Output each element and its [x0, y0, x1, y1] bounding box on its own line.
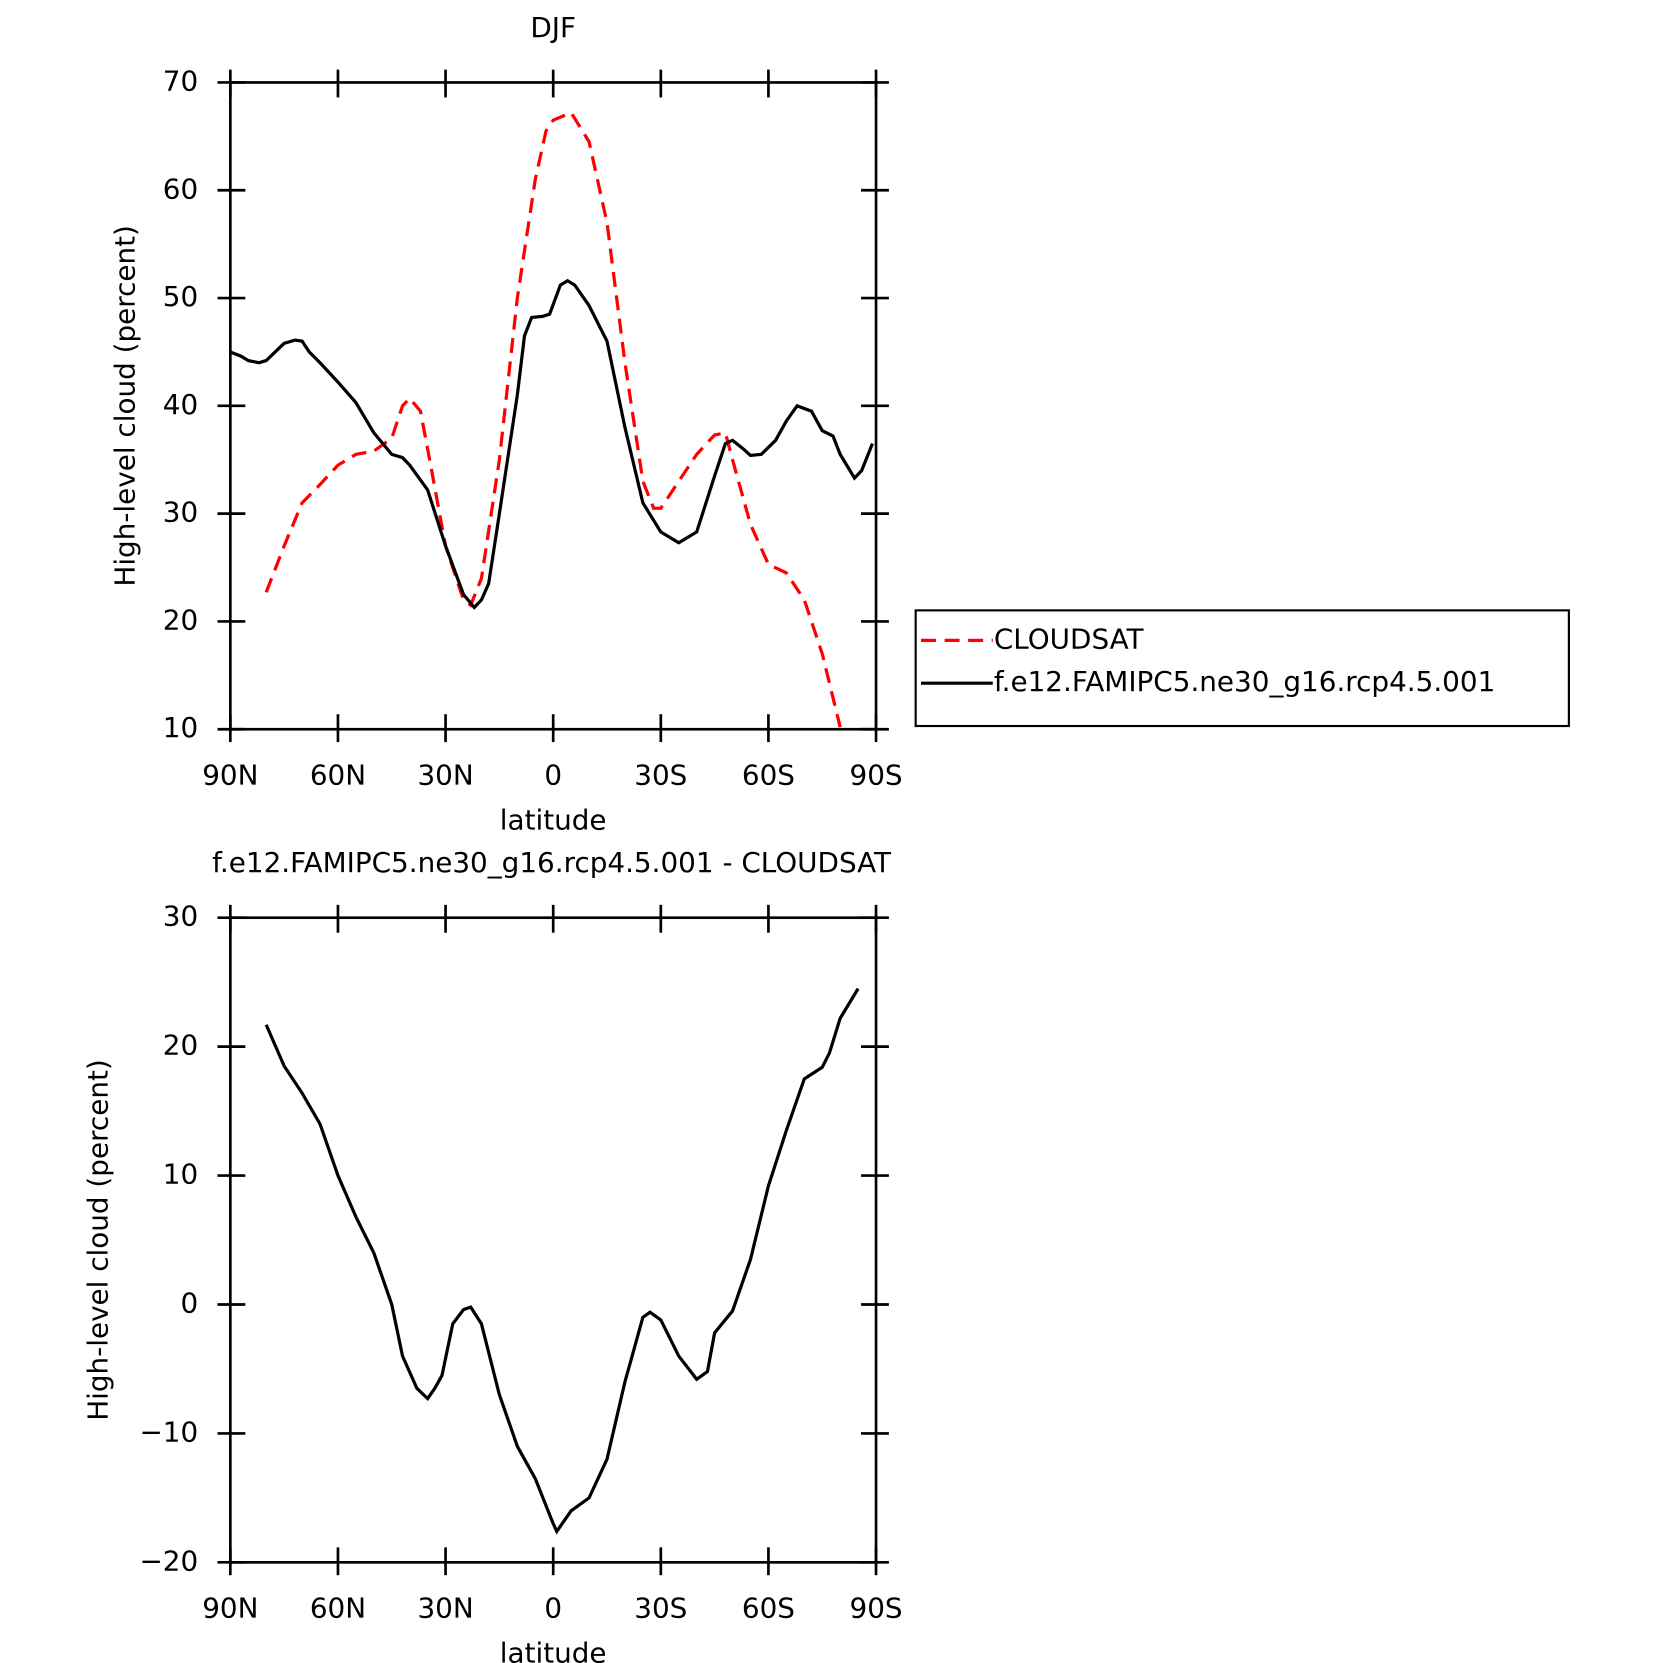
- plot-frame: [228, 916, 878, 1564]
- x-tick-label: 0: [544, 758, 562, 791]
- x-tick-label: 90S: [850, 1591, 903, 1624]
- plot-frame: [228, 81, 878, 731]
- y-tick-label: 10: [163, 1158, 198, 1191]
- x-axis-label: latitude: [500, 1636, 607, 1663]
- legend-box: [914, 609, 1570, 728]
- y-axis-label: High-level cloud (percent): [108, 225, 141, 587]
- x-tick-label: 30N: [417, 1591, 473, 1624]
- data-line: [264, 987, 860, 1535]
- x-tick-label: 30S: [634, 758, 687, 791]
- y-tick-label: −10: [139, 1415, 198, 1448]
- y-tick-label: 30: [163, 900, 198, 933]
- y-tick-label: 10: [163, 711, 198, 744]
- x-tick-label: 60S: [742, 1591, 795, 1624]
- x-tick-label: 0: [544, 1591, 562, 1624]
- x-tick-label: 90N: [202, 758, 258, 791]
- y-tick-label: 40: [163, 388, 198, 421]
- x-tick-label: 60N: [310, 1591, 366, 1624]
- y-tick-label: −20: [139, 1544, 198, 1577]
- y-axis-label: High-level cloud (percent): [82, 1059, 115, 1421]
- legend-label: CLOUDSAT: [994, 622, 1145, 655]
- x-tick-label: 90S: [850, 758, 903, 791]
- chart-title: f.e12.FAMIPC5.ne30_g16.rcp4.5.001 - CLOU…: [212, 846, 892, 879]
- y-tick-label: 60: [163, 172, 198, 205]
- x-tick-label: 30N: [417, 758, 473, 791]
- y-tick-label: 20: [163, 603, 198, 636]
- x-tick-label: 30S: [634, 1591, 687, 1624]
- x-tick-label: 60S: [742, 758, 795, 791]
- x-tick-label: 60N: [310, 758, 366, 791]
- y-tick-label: 70: [163, 64, 198, 97]
- x-axis-label: latitude: [500, 803, 607, 836]
- y-tick-label: 30: [163, 496, 198, 529]
- y-tick-label: 20: [163, 1029, 198, 1062]
- data-line: [229, 278, 874, 610]
- y-tick-label: 50: [163, 280, 198, 313]
- x-tick-label: 90N: [202, 1591, 258, 1624]
- legend-label: f.e12.FAMIPC5.ne30_g16.rcp4.5.001: [994, 665, 1495, 698]
- data-line: [264, 110, 842, 728]
- chart-title: DJF: [530, 11, 576, 44]
- y-tick-label: 0: [180, 1286, 198, 1319]
